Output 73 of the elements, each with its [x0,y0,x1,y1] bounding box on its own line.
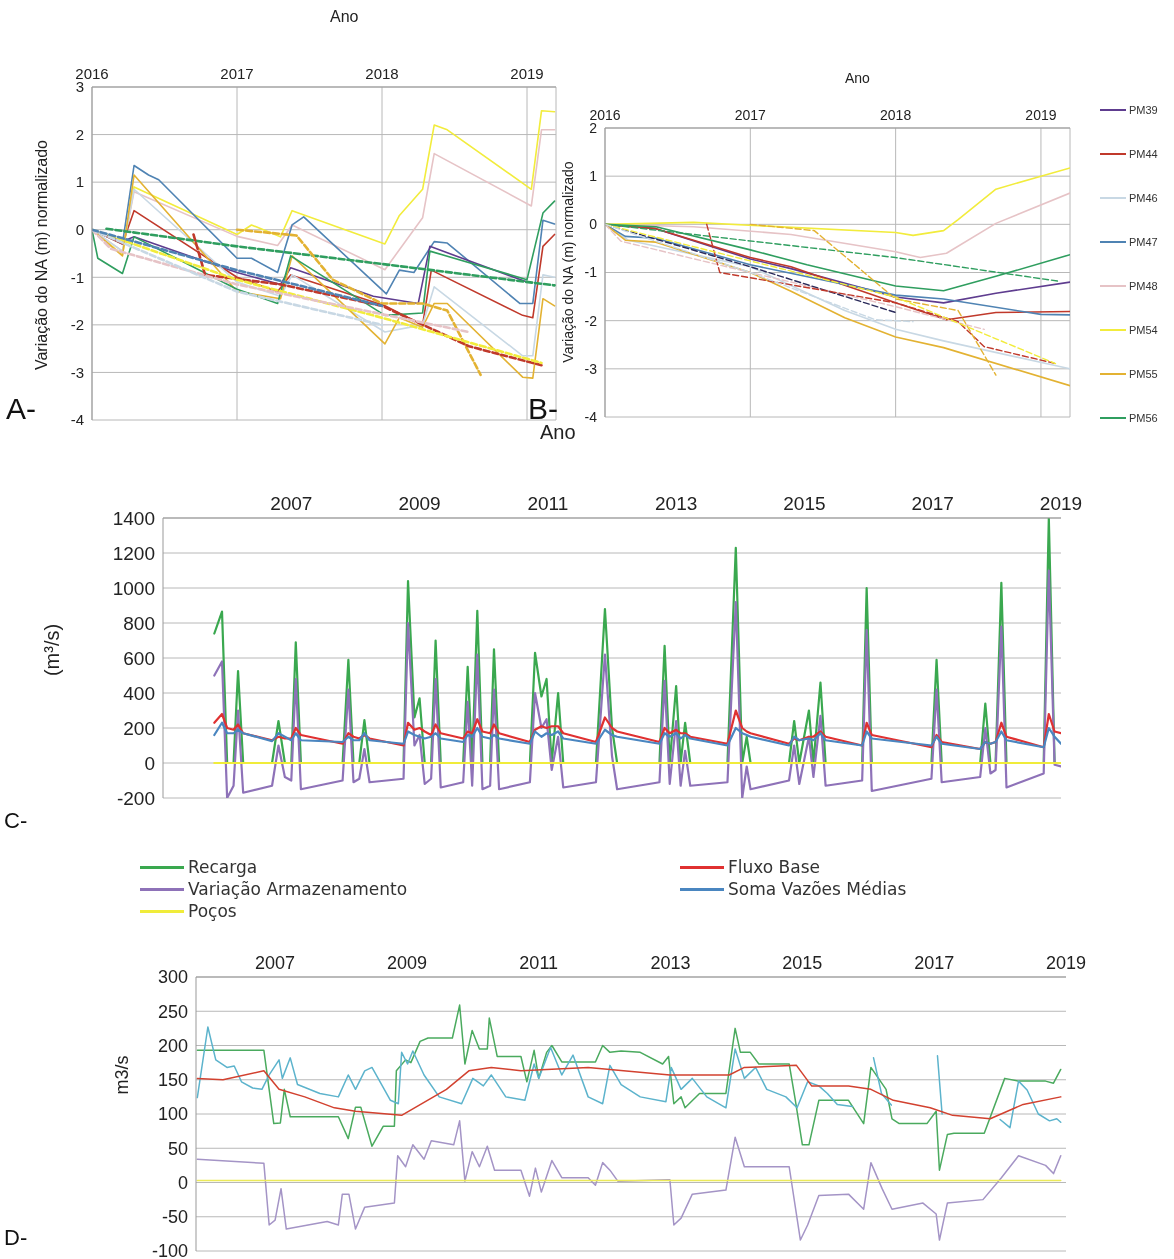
y-axis-title: (m³/s) [40,623,64,677]
y-tick-label: -1 [70,268,84,286]
x-tick-label: 2015 [782,953,823,973]
legend-label: PM55 [1129,368,1158,380]
x-tick-label: 2007 [270,493,313,514]
x-tick-label: 2009 [386,953,427,973]
y-tick-label: 600 [123,647,155,669]
y-tick-label: 200 [157,1035,188,1056]
legend-label: Variação Armazenamento [188,879,408,899]
x-tick-label: 2019 [1045,953,1087,973]
y-tick-label: -4 [70,411,84,429]
x-tick-label: 2013 [655,493,698,514]
legend-label: Soma Vazões Médias [728,879,907,899]
x-tick-label: 2007 [255,953,296,973]
x-tick-label: 2018 [365,65,399,82]
y-tick-label: 1200 [112,542,155,564]
x-axis-title: Ano [330,8,359,26]
text: A- [6,392,36,426]
text: D- [4,1225,28,1251]
x-tick-label: 2019 [510,65,544,82]
legend-label: PM48 [1129,280,1158,292]
legend-label: Recarga [188,857,258,877]
text: C- [4,808,28,834]
y-tick-label: 0 [177,1172,188,1193]
y-axis-title: Variação do NA (m) normalizado [560,161,576,363]
legend-label: PM56 [1129,412,1158,424]
y-axis-title: Variação do NA (m) normalizado [33,139,51,371]
y-tick-label: -3 [70,363,84,381]
legend-label: PM46 [1129,192,1158,204]
y-tick-label: 0 [144,752,155,774]
y-tick-label: -3 [584,360,598,377]
x-axis-title: Ano [845,70,870,86]
x-tick-label: 2013 [650,953,691,973]
y-tick-label: 250 [157,1001,188,1022]
legend-label: PM39 [1129,104,1158,116]
y-tick-label: 100 [157,1104,188,1125]
y-tick-label: 0 [75,221,84,239]
y-tick-label: 400 [123,682,155,704]
y-tick-label: -2 [70,316,84,334]
x-tick-label: 2015 [783,493,826,514]
y-tick-label: 2 [75,125,84,143]
y-axis-title: m3/s [111,1055,133,1095]
y-tick-label: 200 [123,717,155,739]
y-tick-label: 800 [123,612,155,634]
y-tick-label: -1 [584,264,598,281]
x-tick-label: 2017 [914,953,955,973]
legend-label: Poços [188,901,237,921]
x-tick-label: 2017 [220,65,254,82]
y-tick-label: -100 [151,1241,188,1259]
y-tick-label: -4 [584,408,598,425]
x-tick-label: 2019 [1025,107,1057,123]
x-tick-label: 2017 [734,107,767,123]
x-tick-label: 2009 [398,493,441,514]
y-tick-label: 1 [589,168,598,185]
y-tick-label: 1 [75,173,84,191]
x-tick-label: 2019 [1039,493,1083,514]
y-tick-label: -50 [161,1207,188,1228]
y-tick-label: 150 [157,1070,188,1091]
y-tick-label: 50 [167,1138,188,1159]
legend-label: PM47 [1129,236,1158,248]
y-tick-label: 300 [157,967,188,988]
x-tick-label: 2011 [527,493,569,514]
x-tick-label: 2017 [911,493,954,514]
y-tick-label: 0 [589,216,598,233]
x-tick-label: 2018 [880,107,912,123]
y-tick-label: 1400 [112,507,155,529]
y-tick-label: 1000 [112,577,155,599]
x-tick-label: 2011 [519,953,559,973]
legend-label: PM44 [1129,148,1158,160]
legend-label: PM54 [1129,324,1158,336]
y-tick-label: -2 [584,312,598,329]
y-tick-label: -200 [116,787,155,809]
legend-label: Fluxo Base [728,857,821,877]
